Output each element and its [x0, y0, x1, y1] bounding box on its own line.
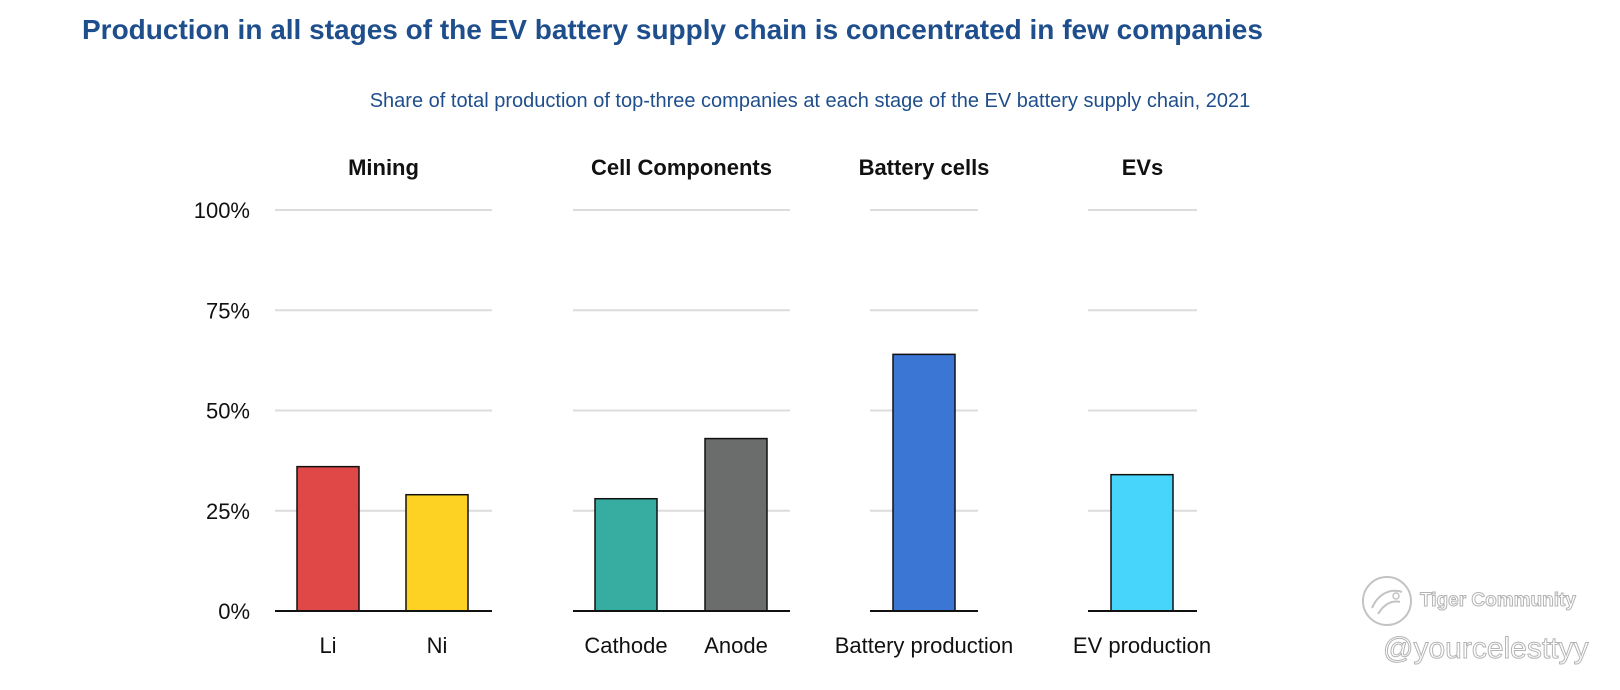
page-title: Production in all stages of the EV batte…	[82, 14, 1263, 45]
y-tick-label: 75%	[206, 298, 250, 323]
x-tick-label: Anode	[704, 633, 768, 658]
bar	[892, 353, 956, 612]
bar	[405, 493, 469, 612]
watermark-handle: @yourcelesttyy	[1383, 632, 1590, 666]
y-tick-label: 50%	[206, 399, 250, 424]
y-tick-label: 0%	[218, 599, 250, 624]
panel-title: Cell Components	[591, 155, 772, 180]
bar	[594, 497, 658, 612]
y-tick-label: 100%	[194, 198, 250, 223]
panel-title: Mining	[348, 155, 419, 180]
x-tick-label: Ni	[427, 633, 448, 658]
panel-title: Battery cells	[859, 155, 990, 180]
tiger-logo-icon	[1362, 576, 1412, 626]
y-tick-label: 25%	[206, 499, 250, 524]
bar	[296, 465, 360, 612]
panel-title: EVs	[1122, 155, 1164, 180]
x-tick-label: EV production	[1073, 633, 1211, 658]
x-tick-label: Li	[319, 633, 336, 658]
bar	[1110, 473, 1174, 612]
chart-subtitle: Share of total production of top-three c…	[369, 90, 1251, 112]
watermark: Tiger Community	[1360, 574, 1576, 628]
x-tick-label: Battery production	[835, 633, 1014, 658]
x-tick-label: Cathode	[584, 633, 667, 658]
bar	[704, 437, 768, 612]
watermark-brand: Tiger Community	[1420, 590, 1577, 612]
